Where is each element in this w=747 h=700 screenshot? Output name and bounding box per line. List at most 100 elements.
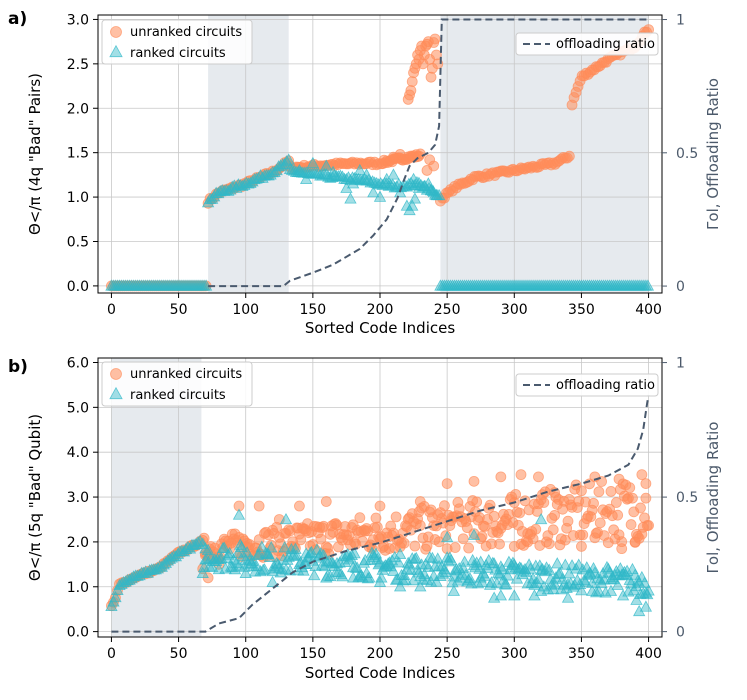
unranked-marker bbox=[625, 519, 637, 530]
y-tick-label: 0.0 bbox=[67, 279, 89, 295]
legend-unranked-label: unranked circuits bbox=[130, 25, 242, 40]
unranked-marker bbox=[398, 537, 410, 549]
unranked-marker bbox=[471, 496, 483, 508]
ranked-marker bbox=[410, 551, 423, 563]
y2-tick-label: 0.5 bbox=[676, 490, 698, 506]
x-tick-label: 250 bbox=[434, 302, 461, 318]
legend-right-b: offloading ratio bbox=[515, 373, 659, 397]
ranked-marker bbox=[266, 575, 279, 587]
ranked-marker bbox=[314, 547, 328, 559]
ranked-marker bbox=[193, 534, 207, 547]
ranked-marker bbox=[228, 563, 242, 575]
ranked-marker bbox=[235, 540, 248, 553]
ranked-marker bbox=[346, 177, 360, 189]
y-tick-label: 6.0 bbox=[67, 355, 89, 371]
unranked-marker bbox=[494, 538, 505, 550]
ranked-marker bbox=[278, 541, 291, 553]
ranked-marker bbox=[611, 578, 624, 590]
unranked-marker bbox=[371, 521, 383, 533]
legend-ranked-label: ranked circuits bbox=[130, 46, 226, 61]
y-tick-label: 3.0 bbox=[67, 490, 89, 506]
panel-label-b: b) bbox=[8, 357, 28, 377]
ranked-marker bbox=[392, 556, 405, 568]
legend-ranked-marker bbox=[109, 44, 123, 58]
unranked-marker bbox=[576, 540, 587, 552]
ranked-marker bbox=[444, 553, 458, 565]
unranked-marker bbox=[374, 500, 386, 512]
ranked-marker bbox=[380, 172, 393, 184]
panel-b: b) 0 50 100 150 200 250 300 350 400 0.0 1.0 2.0 3.0… bbox=[8, 355, 722, 682]
ranked-marker bbox=[487, 557, 501, 569]
ranked-marker bbox=[361, 572, 375, 584]
unranked-marker bbox=[320, 496, 332, 507]
ranked-marker bbox=[282, 153, 295, 165]
ranked-marker bbox=[340, 181, 353, 193]
ranked-marker bbox=[407, 574, 420, 586]
ranked-marker bbox=[239, 566, 252, 578]
ranked-marker bbox=[639, 600, 653, 612]
ranked-marker bbox=[534, 584, 548, 596]
ranked-marker bbox=[381, 557, 395, 569]
y-tick-label: 1.5 bbox=[67, 146, 89, 162]
y-ticks-b: 0.0 1.0 2.0 3.0 4.0 5.0 6.0 bbox=[67, 355, 98, 641]
unranked-marker bbox=[510, 488, 522, 500]
unranked-marker bbox=[468, 475, 480, 487]
unranked-marker bbox=[530, 523, 542, 535]
ranked-marker bbox=[508, 589, 521, 601]
ranked-marker bbox=[320, 159, 333, 171]
unranked-marker bbox=[629, 536, 641, 548]
ranked-marker bbox=[540, 561, 553, 573]
ranked-marker bbox=[471, 577, 485, 589]
ranked-marker bbox=[470, 556, 483, 568]
y-tick-label: 2.5 bbox=[67, 57, 89, 73]
x-tick-label: 200 bbox=[367, 646, 394, 662]
unranked-marker bbox=[457, 533, 469, 545]
unranked-marker bbox=[253, 500, 265, 512]
ranked-marker bbox=[199, 542, 212, 554]
ranked-marker bbox=[442, 555, 455, 567]
ranked-marker bbox=[232, 508, 246, 520]
ranked-marker bbox=[414, 580, 427, 592]
unranked-marker bbox=[605, 486, 617, 497]
panel-a: a) 0 50 100 150 200 250 300 350 400 0.0 0.5 1.0 1.5… bbox=[8, 9, 722, 337]
y-tick-label: 1.0 bbox=[67, 190, 89, 206]
x-axis-label-a: Sorted Code Indices bbox=[305, 319, 456, 337]
x-ticks-b: 0 50 100 150 200 250 300 350 400 bbox=[107, 637, 662, 662]
unranked-marker bbox=[624, 482, 636, 494]
ranked-marker bbox=[348, 547, 361, 559]
ranked-marker bbox=[585, 584, 599, 596]
x-tick-label: 50 bbox=[170, 302, 188, 318]
ranked-marker bbox=[309, 559, 322, 572]
y2-tick-label: 1 bbox=[676, 356, 685, 372]
ranked-marker bbox=[363, 571, 376, 583]
scatter-marks-b bbox=[105, 469, 655, 617]
x-tick-label: 100 bbox=[232, 302, 259, 318]
ranked-marker bbox=[205, 560, 219, 572]
unranked-marker bbox=[294, 500, 305, 512]
shaded-region bbox=[440, 15, 649, 293]
ranked-marker bbox=[590, 586, 603, 598]
ranked-marker bbox=[263, 550, 277, 562]
ranked-marker bbox=[230, 556, 243, 569]
legend-ranked-label: ranked circuits bbox=[130, 388, 226, 403]
legend-box bbox=[515, 32, 659, 56]
ranked-marker bbox=[387, 168, 400, 180]
ranked-marker bbox=[306, 156, 320, 169]
unranked-marker bbox=[547, 524, 559, 536]
ranked-marker bbox=[299, 172, 313, 184]
ranked-marker bbox=[543, 563, 556, 575]
unranked-marker bbox=[405, 85, 417, 96]
y2-tick-label: 0 bbox=[676, 279, 685, 295]
ranked-marker bbox=[524, 562, 537, 574]
offloading-ratio-line-b bbox=[111, 394, 650, 633]
unranked-marker bbox=[627, 492, 638, 504]
x-tick-label: 300 bbox=[501, 646, 528, 662]
ranked-marker bbox=[422, 177, 435, 189]
ranked-marker bbox=[440, 530, 454, 543]
ranked-marker bbox=[447, 570, 461, 582]
ranked-marker bbox=[500, 578, 513, 590]
ranked-marker bbox=[478, 569, 491, 581]
ranked-marker bbox=[406, 199, 419, 211]
ranked-marker bbox=[408, 192, 422, 204]
